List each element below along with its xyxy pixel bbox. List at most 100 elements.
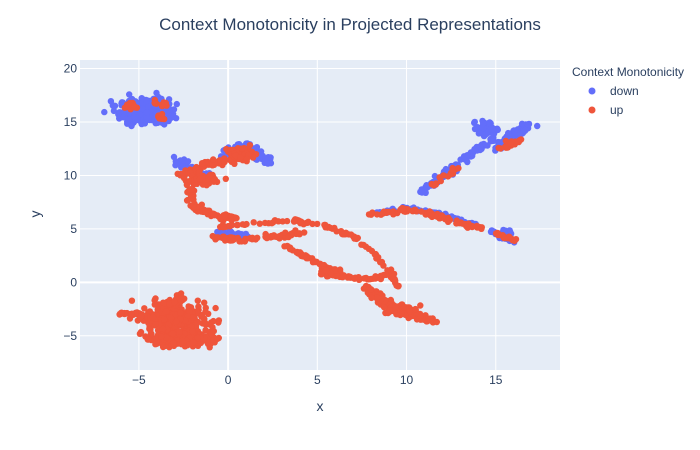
data-point-up [293,249,301,256]
data-point-up [296,231,303,238]
data-point-up [254,234,261,241]
data-point-up [309,259,317,266]
data-point-up [210,156,217,163]
legend-item-down[interactable]: down [588,84,639,98]
data-point-down [488,126,496,133]
data-point-down [471,125,479,133]
data-point-up [393,282,400,289]
data-point-up [145,319,152,327]
data-point-down [111,102,119,110]
legend-item-up[interactable]: up [588,103,624,117]
data-point-up [444,217,452,224]
data-point-up [177,309,184,316]
data-point-up [390,211,397,218]
data-point-up [202,319,209,327]
data-point-up [506,233,513,240]
data-point-up [327,269,334,277]
data-point-up [162,334,170,341]
data-point-up [241,221,248,228]
data-point-up [437,177,444,185]
data-point-down [511,131,518,139]
data-point-up [233,221,241,229]
data-point-up [176,328,183,335]
data-point-down [124,120,131,127]
data-point-up [386,307,393,314]
data-point-up [417,312,425,319]
data-point-up [180,174,188,182]
data-point-up [170,339,177,347]
data-point-up [169,330,176,337]
data-point-up [246,142,254,149]
data-point-up [412,305,419,313]
data-point-up [145,336,152,343]
data-point-up [406,308,414,315]
data-point-up [234,234,242,242]
data-point-up [182,317,189,324]
data-point-up [494,231,501,239]
legend-marker-down [588,87,596,95]
data-point-up [231,160,238,167]
data-point-up [373,211,381,218]
data-point-up [159,325,167,333]
data-point-up [152,295,159,302]
x-tick-label: 10 [400,373,414,387]
data-point-up [188,194,195,201]
y-tick-label: 0 [70,275,77,289]
data-point-up [275,218,282,225]
data-point-down [172,115,180,122]
data-point-up [399,206,406,213]
data-point-up [432,181,440,188]
data-point-down [184,158,192,165]
x-tick-label: 0 [225,373,232,387]
data-point-up [215,317,223,324]
y-tick-label: 15 [64,115,78,129]
data-point-up [179,337,186,345]
data-point-up [118,309,125,316]
data-point-down [225,228,232,236]
data-point-up [351,275,358,282]
y-tick-label: 5 [70,222,77,236]
data-point-up [314,220,321,228]
data-point-up [374,294,381,301]
data-point-up [226,156,233,163]
data-point-down [168,106,175,114]
data-point-up [282,229,289,236]
data-point-up [243,155,251,163]
data-point-up [287,244,294,251]
data-point-up [297,218,304,225]
data-point-up [221,158,228,166]
data-point-up [233,214,240,222]
data-point-up [438,212,445,219]
data-point-up [212,304,219,312]
data-point-up [137,313,145,320]
data-point-up [327,224,334,232]
data-point-down [126,91,133,98]
data-point-down [472,147,479,154]
data-point-up [390,270,398,278]
data-point-down [534,122,541,130]
data-point-up [126,99,134,107]
data-point-up [213,234,221,241]
data-point-up [187,186,195,193]
data-point-up [413,208,420,215]
data-point-up [151,301,158,308]
data-point-down [476,143,484,150]
data-point-down [110,107,118,115]
data-point-up [433,213,440,220]
data-point-up [268,220,275,227]
data-point-up [361,275,368,282]
data-point-up [128,310,135,317]
data-point-up [160,316,168,323]
data-point-up [239,145,246,152]
data-point-up [220,224,227,231]
data-point-up [246,235,253,242]
data-point-down [214,228,221,236]
data-point-up [222,175,229,182]
legend-marker-up [588,106,596,114]
data-point-up [507,140,514,148]
data-point-up [380,304,388,311]
data-point-up [137,328,145,336]
data-point-up [173,318,180,325]
data-point-up [512,236,520,243]
data-point-up [214,335,221,342]
